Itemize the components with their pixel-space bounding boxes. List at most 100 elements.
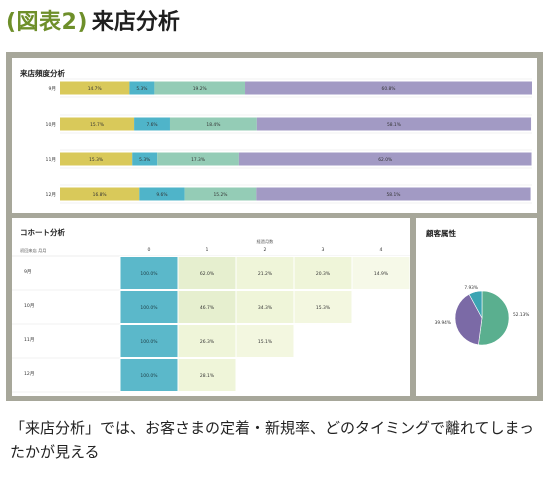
cohort-cell-value: 100.0% <box>140 339 158 345</box>
bar-segment <box>184 187 257 201</box>
cohort-cell-value: 62.0% <box>200 271 215 277</box>
pie-slice <box>478 290 510 346</box>
bar-segment <box>256 187 531 201</box>
cohort-table: 経過月数 0 1 2 3 4 初回来店 月月 9月 100.0% 62.0% 21.2% 20.3% 1… <box>12 238 410 393</box>
bar-value-label: 15.7% <box>90 122 104 128</box>
column-header: 3 <box>322 247 325 253</box>
cohort-cell-value: 100.0% <box>140 305 158 311</box>
bar-value-label: 5.3% <box>136 86 147 92</box>
cohort-empty-cell <box>236 358 294 392</box>
cohort-cell <box>235 324 295 358</box>
pie-slice <box>468 290 483 319</box>
bar-segment <box>129 81 155 95</box>
category-label: 12月 <box>46 192 56 198</box>
column-group-label: 経過月数 <box>257 238 275 245</box>
attributes-pie-chart: 52.13% 39.94% 7.93% <box>435 285 529 346</box>
bar-value-label: 7.6% <box>146 122 157 128</box>
bar-value-label: 9.6% <box>156 192 167 198</box>
bar-segment <box>139 187 185 201</box>
pie-value-label: 39.94% <box>435 320 451 326</box>
bar-segment <box>169 117 257 131</box>
cohort-cell-value: 26.3% <box>200 339 215 345</box>
cohort-empty-cell <box>352 358 410 392</box>
bar-value-label: 16.8% <box>93 192 107 198</box>
bar-value-label: 15.2% <box>214 192 228 198</box>
cohort-cell-value: 100.0% <box>140 373 158 379</box>
pie-slice <box>454 293 483 346</box>
cohort-empty-cell <box>294 358 352 392</box>
column-header: 2 <box>264 247 267 253</box>
bar-segment <box>60 81 130 95</box>
cohort-cell-value: 21.2% <box>258 271 273 277</box>
bar-value-label: 19.2% <box>193 86 207 92</box>
attributes-panel-title: 顧客属性 <box>426 229 456 238</box>
bar-value-label: 15.3% <box>89 157 103 163</box>
bar-segment <box>132 152 158 166</box>
cohort-cell-value: 15.1% <box>258 339 273 345</box>
cohort-empty-cell <box>352 290 410 324</box>
row-label: 10月 <box>24 303 34 309</box>
bar-value-label: 17.3% <box>191 157 205 163</box>
bar-value-label: 58.1% <box>386 192 400 198</box>
cohort-cell <box>177 290 237 324</box>
frequency-panel: 来店頻度分析 9月 14.7% 5.3% 19.2% 60.8% 10月 15.7% 7.6%… <box>12 58 537 213</box>
bar-segment <box>154 81 246 95</box>
bar-value-label: 62.0% <box>378 157 392 163</box>
bar-value-label: 18.4% <box>206 122 220 128</box>
cohort-cell <box>177 358 237 392</box>
attributes-panel: 顧客属性 52.13% 39.94% 7.93% <box>416 218 537 396</box>
column-header: 4 <box>380 247 383 253</box>
column-header: 0 <box>148 247 151 253</box>
cohort-cell-value: 34.3% <box>258 305 273 311</box>
row-label: 11月 <box>24 337 34 343</box>
cohort-cell <box>119 256 179 290</box>
cohort-empty-cell <box>294 324 352 358</box>
bar-segment <box>60 152 133 166</box>
bar-value-label: 58.1% <box>387 122 401 128</box>
cohort-cell <box>351 256 410 290</box>
column-header: 1 <box>206 247 209 253</box>
bar-segment <box>134 117 170 131</box>
category-label: 9月 <box>48 86 56 92</box>
category-label: 10月 <box>46 122 56 128</box>
cohort-cell <box>177 324 237 358</box>
figure-title: 来店分析 <box>91 10 180 35</box>
bar-segment <box>238 152 532 166</box>
figure-caption: 「来店分析」では、お客さまの定着・新規率、どのタイミングで離れてしまったかが見え… <box>10 419 534 461</box>
bar-segment <box>256 117 532 131</box>
cohort-cell-value: 14.9% <box>374 271 389 277</box>
cohort-empty-cell <box>352 324 410 358</box>
cohort-cell-value: 28.1% <box>200 373 215 379</box>
cohort-cell <box>177 256 237 290</box>
cohort-cell <box>119 290 179 324</box>
cohort-cell <box>119 358 179 392</box>
bar-value-label: 60.8% <box>382 86 396 92</box>
cohort-cell <box>119 324 179 358</box>
cohort-cell <box>235 290 295 324</box>
cohort-panel: コホート分析 経過月数 0 1 2 3 4 初回来店 月月 9月 100.0% 62.0% 21.2… <box>12 218 410 396</box>
category-label: 11月 <box>46 157 56 163</box>
pie-value-label: 52.13% <box>513 312 529 318</box>
bar-segment <box>60 117 135 131</box>
frequency-panel-title: 来店頻度分析 <box>20 69 65 78</box>
figure-header: (図表2) 来店分析 <box>6 6 180 35</box>
cohort-cell-value: 20.3% <box>316 271 331 277</box>
cohort-cell <box>235 256 295 290</box>
bar-segment <box>60 187 140 201</box>
bar-value-label: 5.3% <box>139 157 150 163</box>
frequency-chart: 9月 14.7% 5.3% 19.2% 60.8% 10月 15.7% 7.6% 18.4% 58… <box>46 78 533 204</box>
bar-segment <box>245 81 533 95</box>
dashboard-frame: 来店頻度分析 9月 14.7% 5.3% 19.2% 60.8% 10月 15.7% 7.6%… <box>6 52 543 401</box>
cohort-cell-value: 46.7% <box>200 305 215 311</box>
pie-value-label: 7.93% <box>464 285 478 291</box>
bar-value-label: 14.7% <box>88 86 102 92</box>
figure-number: (図表2) <box>6 10 88 35</box>
cohort-cell <box>293 256 353 290</box>
cohort-cell <box>293 290 353 324</box>
row-label: 9月 <box>24 269 32 275</box>
bar-segment <box>157 152 239 166</box>
cohort-panel-title: コホート分析 <box>20 228 65 237</box>
row-header-label: 初回来店 月月 <box>20 247 46 254</box>
row-label: 12月 <box>24 371 34 377</box>
cohort-cell-value: 100.0% <box>140 271 158 277</box>
